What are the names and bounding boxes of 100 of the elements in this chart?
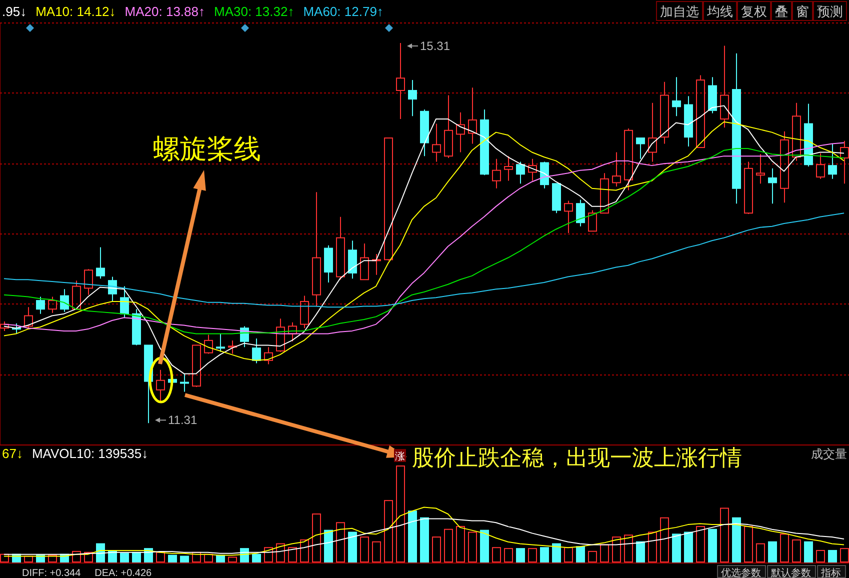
text: DIFF: +0.344 [22, 568, 82, 578]
bar [588, 550, 597, 562]
bar [324, 530, 333, 562]
bar [456, 526, 465, 562]
annotation: 螺旋桨线 [153, 134, 261, 164]
candlestick [0, 320, 9, 332]
candlestick [612, 152, 621, 187]
bar [768, 541, 777, 562]
candlestick [96, 246, 105, 280]
bar [504, 548, 513, 562]
bar [72, 550, 81, 562]
bar [672, 534, 681, 562]
candlestick [828, 143, 837, 180]
bar [120, 552, 129, 562]
annotation: 股价止跌企稳，出现一波上涨行情 [412, 445, 742, 470]
candlestick [180, 373, 189, 392]
bar [840, 548, 849, 562]
candlestick [648, 102, 657, 162]
bar [552, 543, 561, 562]
bar [264, 547, 273, 562]
bar [108, 550, 117, 562]
bar [684, 532, 693, 562]
bar [516, 548, 525, 562]
bar [132, 552, 141, 562]
candlestick [516, 161, 525, 184]
bar [816, 550, 825, 562]
candlestick [312, 192, 321, 307]
text: MA60: 12.79↑ [303, 4, 384, 19]
toolbar-button: 预测 [813, 1, 847, 21]
bar [396, 466, 405, 562]
candlestick [636, 138, 645, 160]
candlestick [408, 80, 417, 117]
bar [744, 526, 753, 562]
candlestick [120, 286, 129, 318]
candlestick [504, 156, 513, 182]
bar [336, 522, 345, 562]
bar [696, 526, 705, 562]
candlestick [492, 158, 501, 189]
bar [780, 534, 789, 562]
bar [624, 534, 633, 562]
bar [828, 550, 837, 562]
bar [312, 514, 321, 562]
bar [648, 532, 657, 562]
bar [372, 541, 381, 562]
bar [708, 528, 717, 562]
bar [228, 556, 237, 562]
bar [288, 547, 297, 562]
bar [408, 510, 417, 562]
tab: 指标 [817, 565, 846, 578]
bar [252, 554, 261, 562]
candlestick [324, 244, 333, 283]
bar [528, 548, 537, 562]
toolbar-button: 均线 [703, 1, 737, 21]
candlestick [768, 168, 777, 204]
bar [0, 554, 9, 562]
candlestick [468, 87, 477, 144]
bar [612, 536, 621, 562]
bar [384, 500, 393, 562]
bar [804, 541, 813, 562]
annotation: 15.31 [420, 38, 450, 53]
bar [564, 547, 573, 562]
bar [732, 517, 741, 562]
bar [168, 554, 177, 562]
candlestick [252, 338, 261, 364]
tab: 默认参数 [767, 565, 816, 578]
tab: 优选参数 [717, 565, 766, 578]
bar [300, 539, 309, 562]
candlestick [432, 123, 441, 162]
annotation: 11.31 [168, 413, 198, 428]
toolbar-button: 叠 [771, 1, 792, 21]
candlestick [216, 333, 225, 352]
bar [348, 532, 357, 562]
text: DEA: +0.426 [94, 568, 152, 578]
bar [576, 546, 585, 562]
toolbar-button: 窗 [792, 1, 813, 21]
bar [444, 528, 453, 562]
bar [156, 552, 165, 562]
bar [48, 554, 57, 562]
candlestick [36, 296, 45, 314]
bar [492, 547, 501, 562]
text: MAVOL10: 139535↓ [32, 446, 148, 461]
bar [540, 547, 549, 562]
toolbar-button: 加自选 [656, 1, 703, 21]
bar [420, 517, 429, 562]
candlestick [456, 112, 465, 153]
bar [756, 543, 765, 562]
bar [636, 541, 645, 562]
candlestick [156, 369, 165, 402]
text: MA30: 13.32↑ [214, 4, 294, 19]
candlestick [396, 42, 405, 120]
text: 67↓ [2, 446, 23, 461]
bar [600, 544, 609, 562]
bar [660, 517, 669, 562]
candlestick [564, 200, 573, 234]
candlestick [576, 199, 585, 227]
bar [276, 543, 285, 562]
candlestick [348, 240, 357, 280]
candlestick [756, 154, 765, 184]
candlestick [672, 76, 681, 117]
text: MA10: 14.12↓ [36, 4, 116, 19]
